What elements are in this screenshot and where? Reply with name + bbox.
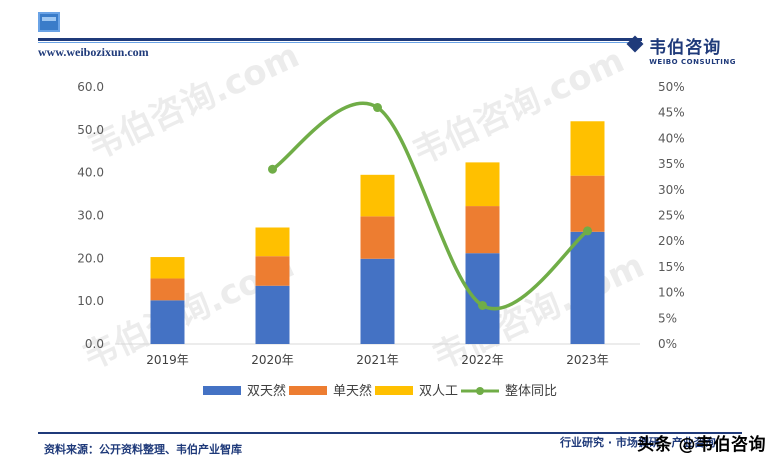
left-tick-label: 40.0	[77, 166, 104, 180]
chart-legend: 双天然 单天然 双人工 整体同比	[203, 383, 557, 399]
right-tick-label: 25%	[658, 209, 685, 223]
bar-1	[255, 285, 290, 344]
x-tick-label: 2021年	[356, 353, 399, 367]
legend-label: 双天然	[247, 383, 286, 399]
bar-series	[150, 121, 605, 344]
legend-line-marker	[476, 387, 484, 395]
bar-3	[360, 174, 395, 217]
brand-name: 韦伯咨询	[626, 33, 736, 58]
footer-tagline: 行业研究 · 市场调研 · 产业咨询	[560, 436, 716, 449]
left-tick-label: 0.0	[85, 337, 104, 351]
x-tick-label: 2020年	[251, 353, 294, 367]
yoy-line-series	[268, 101, 592, 311]
bar-2	[465, 206, 500, 254]
x-axis-labels: 2019年 2020年 2021年 2022年 2023年	[146, 353, 609, 367]
brand-name-text: 韦伯咨询	[649, 38, 722, 58]
left-tick-label: 60.0	[77, 80, 104, 94]
bar-3	[255, 227, 290, 257]
legend-label: 双人工	[419, 384, 458, 399]
right-tick-label: 10%	[658, 286, 685, 300]
brand-logo-square	[38, 12, 60, 32]
bar-2	[150, 278, 185, 301]
site-url: www.weibozixun.com	[38, 45, 149, 59]
top-divider-thin	[38, 42, 642, 43]
yoy-line	[270, 101, 590, 311]
brand-block: 韦伯咨询 WEIBO CONSULTING	[626, 33, 736, 66]
watermark-text: 韦伯咨询.com	[82, 36, 305, 169]
yoy-point	[583, 226, 592, 236]
right-tick-label: 45%	[658, 106, 685, 120]
bar-2	[570, 175, 605, 232]
bar-3	[570, 121, 605, 176]
toutiao-credit: 头条 @韦伯咨询	[637, 435, 766, 455]
left-axis: 0.0 10.0 20.0 30.0 40.0 50.0 60.0	[77, 80, 104, 351]
bar-2	[255, 256, 290, 286]
source-note: 资料来源：公开资料整理、韦伯产业智库	[44, 443, 242, 456]
legend-swatch	[289, 386, 327, 395]
bar-3	[465, 162, 500, 207]
legend-swatch	[375, 386, 413, 395]
right-tick-label: 35%	[658, 157, 685, 171]
right-tick-label: 40%	[658, 131, 685, 145]
right-tick-label: 50%	[658, 80, 685, 94]
x-tick-label: 2019年	[146, 353, 189, 367]
top-divider	[38, 38, 642, 41]
left-tick-label: 50.0	[77, 123, 104, 137]
right-tick-label: 5%	[658, 311, 677, 325]
x-tick-label: 2023年	[566, 353, 609, 367]
bar-1	[465, 253, 500, 344]
left-tick-label: 10.0	[77, 294, 104, 308]
bottom-divider	[38, 432, 742, 434]
right-tick-label: 20%	[658, 234, 685, 248]
legend-label: 单天然	[333, 383, 372, 399]
right-tick-label: 0%	[658, 337, 677, 351]
yoy-point	[268, 164, 277, 174]
brand-subtitle: WEIBO CONSULTING	[649, 58, 736, 66]
right-tick-label: 15%	[658, 260, 685, 274]
bar-1	[570, 231, 605, 344]
right-axis: 0% 5% 10% 15% 20% 25% 30% 35% 40% 45% 50%	[658, 80, 685, 351]
yoy-point	[373, 103, 382, 113]
yoy-point	[478, 300, 487, 310]
bar-1	[150, 300, 185, 344]
legend-label: 整体同比	[505, 384, 557, 399]
left-tick-label: 30.0	[77, 209, 104, 223]
left-tick-label: 20.0	[77, 251, 104, 265]
right-tick-label: 30%	[658, 183, 685, 197]
legend-swatch	[203, 386, 241, 395]
bar-2	[360, 216, 395, 259]
bar-1	[360, 258, 395, 344]
x-tick-label: 2022年	[461, 353, 504, 367]
bar-3	[150, 257, 185, 279]
